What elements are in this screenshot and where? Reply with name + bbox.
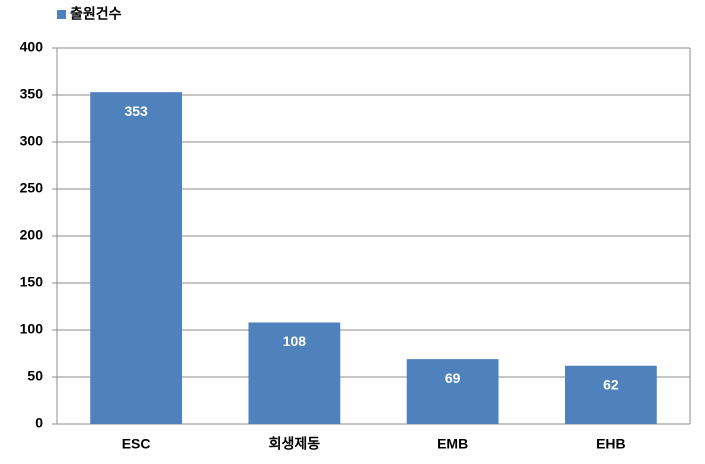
y-tick-label: 300: [20, 133, 44, 149]
bar: [90, 92, 183, 425]
x-tick-label: EHB: [596, 436, 626, 452]
bar: [248, 322, 341, 424]
data-label: 108: [283, 333, 307, 349]
y-tick-label: 350: [20, 86, 44, 102]
bar: [406, 359, 499, 424]
y-tick-label: 150: [20, 274, 44, 290]
y-tick-label: 200: [20, 227, 44, 243]
data-label: 353: [124, 103, 148, 119]
data-label: 62: [603, 376, 619, 392]
data-label: 69: [445, 370, 461, 386]
y-tick-label: 100: [20, 321, 44, 337]
y-tick-label: 400: [20, 39, 44, 55]
legend-swatch: [57, 10, 66, 19]
y-tick-label: 50: [27, 368, 43, 384]
bar: [564, 365, 657, 424]
y-tick-label: 250: [20, 180, 44, 196]
legend-label: 출원건수: [70, 6, 122, 22]
y-tick-label: 0: [35, 415, 43, 431]
x-tick-label: 회생제동: [269, 436, 321, 452]
x-tick-label: ESC: [122, 436, 151, 452]
x-tick-label: EMB: [437, 436, 468, 452]
